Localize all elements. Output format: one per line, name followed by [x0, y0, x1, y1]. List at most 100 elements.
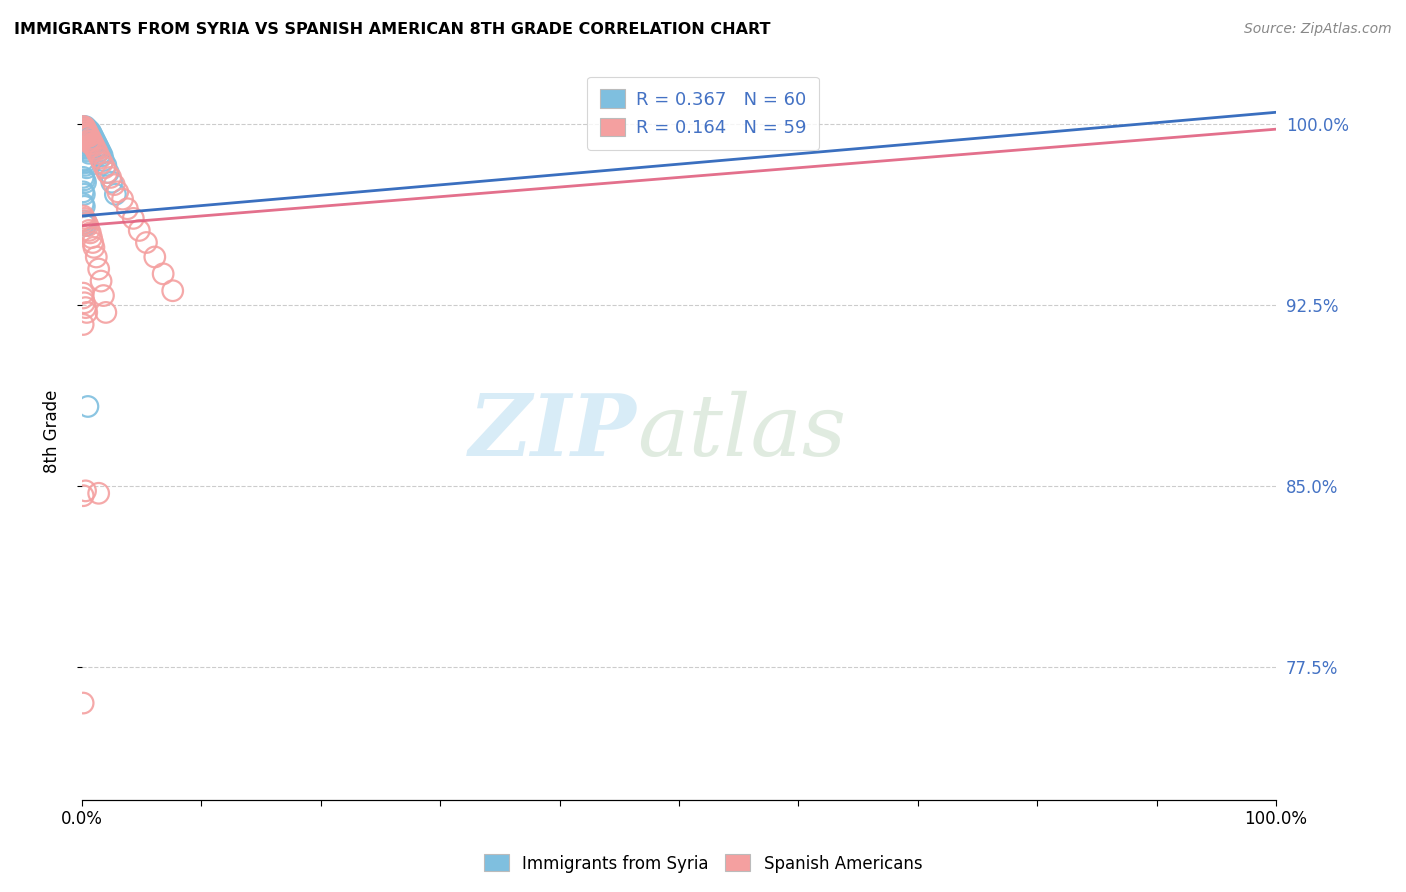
Point — [77, 144, 100, 158]
Point — [72, 120, 94, 134]
Point — [72, 120, 94, 134]
Point — [72, 291, 94, 305]
Point — [73, 127, 96, 141]
Point — [77, 125, 100, 139]
Point — [77, 129, 100, 144]
Point — [72, 129, 94, 144]
Point — [73, 199, 96, 213]
Point — [91, 149, 114, 163]
Point — [103, 178, 125, 192]
Point — [72, 185, 94, 199]
Point — [80, 230, 103, 244]
Text: IMMIGRANTS FROM SYRIA VS SPANISH AMERICAN 8TH GRADE CORRELATION CHART: IMMIGRANTS FROM SYRIA VS SPANISH AMERICA… — [14, 22, 770, 37]
Point — [72, 489, 94, 503]
Point — [122, 211, 145, 226]
Point — [84, 134, 107, 148]
Text: Source: ZipAtlas.com: Source: ZipAtlas.com — [1244, 22, 1392, 37]
Point — [73, 187, 96, 202]
Point — [72, 214, 94, 228]
Point — [96, 165, 118, 179]
Point — [82, 129, 104, 144]
Point — [94, 305, 117, 319]
Point — [87, 141, 110, 155]
Point — [72, 286, 94, 301]
Point — [82, 136, 104, 151]
Point — [76, 216, 98, 230]
Point — [75, 158, 97, 172]
Point — [86, 139, 108, 153]
Point — [79, 129, 101, 144]
Point — [73, 136, 96, 151]
Point — [162, 284, 184, 298]
Point — [73, 122, 96, 136]
Point — [94, 158, 117, 172]
Point — [79, 226, 101, 240]
Point — [73, 127, 96, 141]
Point — [73, 295, 96, 310]
Point — [111, 192, 134, 206]
Text: ZIP: ZIP — [470, 390, 637, 474]
Point — [93, 153, 115, 168]
Point — [77, 122, 100, 136]
Point — [75, 125, 97, 139]
Point — [107, 185, 129, 199]
Point — [72, 696, 94, 710]
Point — [73, 132, 96, 146]
Point — [76, 127, 98, 141]
Point — [135, 235, 157, 250]
Point — [75, 175, 97, 189]
Point — [84, 141, 107, 155]
Point — [75, 122, 97, 136]
Point — [87, 262, 110, 277]
Point — [77, 125, 100, 139]
Point — [75, 214, 97, 228]
Point — [72, 127, 94, 141]
Point — [72, 122, 94, 136]
Point — [73, 173, 96, 187]
Point — [84, 250, 107, 264]
Point — [104, 187, 127, 202]
Point — [76, 127, 98, 141]
Point — [72, 209, 94, 223]
Point — [79, 125, 101, 139]
Point — [75, 139, 97, 153]
Point — [77, 134, 100, 148]
Point — [72, 153, 94, 168]
Text: atlas: atlas — [637, 391, 846, 473]
Point — [100, 170, 122, 185]
Point — [75, 483, 97, 498]
Point — [72, 122, 94, 136]
Point — [79, 136, 101, 151]
Point — [82, 235, 104, 250]
Point — [72, 318, 94, 332]
Point — [86, 146, 108, 161]
Point — [72, 125, 94, 139]
Point — [143, 250, 166, 264]
Point — [75, 129, 97, 144]
Point — [73, 211, 96, 226]
Point — [93, 161, 115, 175]
Point — [90, 146, 112, 161]
Point — [73, 120, 96, 134]
Point — [77, 219, 100, 233]
Point — [77, 127, 100, 141]
Y-axis label: 8th Grade: 8th Grade — [44, 390, 60, 474]
Point — [75, 129, 97, 144]
Point — [73, 216, 96, 230]
Point — [76, 125, 98, 139]
Point — [80, 134, 103, 148]
Point — [90, 274, 112, 288]
Point — [72, 170, 94, 185]
Point — [75, 122, 97, 136]
Point — [75, 301, 97, 315]
Point — [117, 202, 139, 216]
Point — [97, 165, 120, 179]
Point — [83, 240, 105, 254]
Point — [87, 486, 110, 500]
Point — [76, 161, 98, 175]
Point — [83, 139, 105, 153]
Point — [84, 136, 107, 151]
Point — [73, 125, 96, 139]
Point — [75, 219, 97, 233]
Point — [80, 132, 103, 146]
